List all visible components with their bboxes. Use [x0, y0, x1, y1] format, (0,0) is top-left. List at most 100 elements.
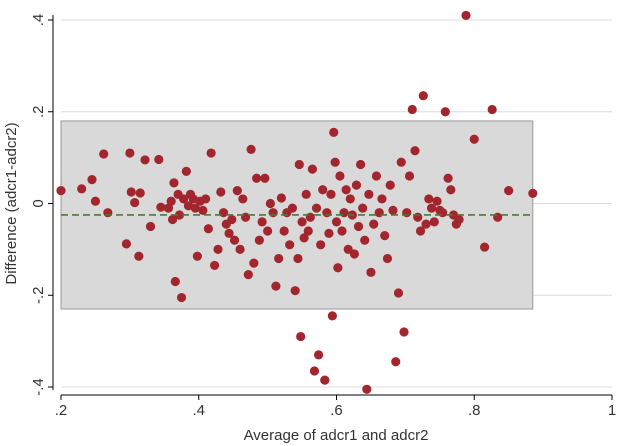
data-point-39: [218, 208, 229, 218]
data-point-115: [396, 157, 406, 167]
data-point-30: [192, 251, 202, 261]
data-point-60: [276, 193, 286, 203]
data-point-16: [163, 203, 174, 213]
data-point-105: [369, 219, 379, 229]
data-point-53: [257, 217, 267, 227]
data-point-9: [130, 197, 140, 208]
data-point-0: [56, 186, 66, 196]
data-point-65: [290, 286, 300, 296]
data-point-142: [504, 186, 514, 196]
data-point-66: [293, 253, 303, 264]
data-point-90: [337, 226, 347, 236]
y-tick-label-0: -.4: [30, 378, 47, 396]
data-point-82: [324, 228, 334, 238]
data-point-22: [174, 210, 185, 220]
data-point-71: [301, 189, 311, 199]
data-point-79: [318, 185, 328, 195]
x-tick-label-2: .6: [330, 402, 343, 419]
data-point-75: [309, 366, 320, 376]
data-point-141: [493, 212, 503, 222]
data-point-84: [327, 311, 337, 321]
data-point-94: [345, 194, 355, 204]
data-point-78: [316, 240, 326, 250]
data-point-107: [374, 208, 384, 218]
data-point-18: [167, 214, 178, 225]
data-point-111: [385, 180, 395, 190]
data-point-81: [322, 208, 332, 218]
data-point-83: [326, 189, 336, 199]
data-point-80: [320, 375, 330, 385]
data-point-57: [268, 208, 278, 218]
y-tick-label-4: .4: [30, 14, 47, 27]
data-point-12: [140, 155, 150, 165]
data-point-1: [77, 184, 87, 194]
data-point-20: [170, 276, 180, 287]
data-point-110: [382, 253, 393, 264]
data-point-130: [437, 208, 448, 218]
data-point-37: [213, 244, 223, 254]
data-point-120: [410, 146, 420, 156]
data-point-48: [243, 270, 253, 280]
x-tick-label-4: 1: [608, 402, 616, 419]
data-point-25: [181, 166, 191, 176]
data-point-11: [135, 188, 145, 198]
data-point-109: [380, 231, 390, 241]
data-point-125: [424, 194, 434, 204]
data-point-114: [393, 288, 404, 298]
y-tick-label-3: .2: [30, 105, 47, 118]
data-point-127: [429, 217, 439, 227]
data-point-29: [190, 203, 200, 213]
data-point-139: [479, 242, 490, 252]
x-tick-label-1: .4: [192, 402, 205, 419]
data-point-50: [249, 258, 259, 268]
data-point-122: [415, 226, 426, 236]
data-point-52: [254, 235, 264, 245]
data-point-97: [351, 180, 362, 190]
data-point-47: [240, 212, 251, 222]
data-point-7: [125, 148, 135, 158]
y-axis-ticks: -.4 -.2 0 .2 .4: [30, 14, 53, 396]
data-point-10: [134, 251, 144, 261]
y-tick-label-2: 0: [30, 199, 47, 207]
data-point-46: [238, 194, 248, 204]
data-point-99: [356, 159, 366, 170]
data-point-54: [260, 173, 270, 183]
data-point-106: [371, 171, 382, 181]
data-point-76: [311, 203, 322, 213]
data-point-36: [209, 260, 220, 271]
x-tick-label-3: .8: [468, 402, 481, 419]
data-point-112: [388, 205, 398, 215]
data-point-100: [358, 203, 368, 213]
data-point-38: [216, 187, 226, 197]
data-point-85: [329, 127, 339, 137]
data-point-137: [461, 10, 471, 21]
data-point-61: [279, 226, 289, 236]
data-point-45: [235, 244, 245, 254]
data-point-101: [360, 235, 370, 245]
x-axis-title: Average of adcr1 and adcr2: [244, 427, 429, 444]
data-point-56: [265, 198, 275, 209]
data-point-133: [446, 185, 456, 195]
data-point-4: [99, 149, 109, 159]
data-point-19: [169, 178, 179, 188]
data-point-124: [421, 219, 431, 229]
data-point-5: [103, 208, 113, 218]
data-point-138: [469, 134, 479, 144]
data-point-15: [156, 202, 166, 212]
data-point-92: [341, 185, 351, 195]
data-point-103: [364, 189, 374, 199]
data-point-91: [339, 208, 349, 218]
y-axis-title: Difference (adcr1-adcr2): [3, 122, 20, 284]
data-point-102: [362, 384, 372, 394]
data-point-23: [176, 292, 187, 303]
data-point-43: [229, 235, 240, 245]
data-point-117: [402, 208, 412, 218]
data-point-123: [418, 91, 428, 101]
data-point-116: [399, 327, 409, 337]
data-point-3: [90, 196, 101, 206]
data-point-41: [224, 228, 234, 238]
data-point-59: [274, 253, 284, 264]
data-point-2: [87, 175, 97, 185]
data-point-98: [353, 221, 364, 232]
